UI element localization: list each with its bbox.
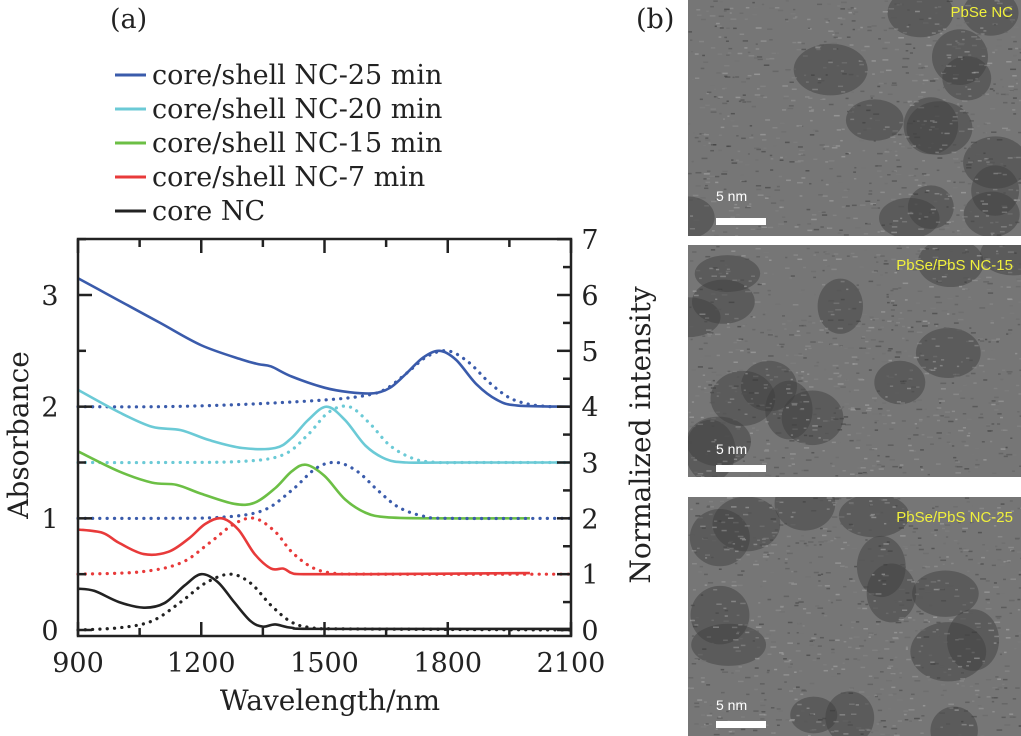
nanocrystal-particle xyxy=(874,360,926,405)
legend-label: core/shell NC-7 min xyxy=(152,162,425,193)
nanocrystal-particle xyxy=(790,696,838,734)
nanocrystal-particle xyxy=(765,380,813,440)
series-line-9 xyxy=(76,572,573,632)
nanocrystal-particle xyxy=(915,327,981,379)
legend-label: core/shell NC-15 min xyxy=(152,128,442,159)
tem-label: PbSe NC xyxy=(950,4,1013,21)
y2-tick-label: 2 xyxy=(581,504,598,535)
y2-axis-label: Normalized intensity xyxy=(624,286,657,583)
tem-label: PbSe/PbS NC-15 xyxy=(896,257,1013,274)
series-line-5 xyxy=(76,460,573,521)
nanocrystal-particle xyxy=(688,416,751,467)
scale-bar-label: 5 nm xyxy=(716,188,748,204)
scale-bar-label: 5 nm xyxy=(716,697,748,713)
nanocrystal-particle xyxy=(866,563,917,623)
nanocrystal-particle xyxy=(930,706,978,736)
scale-bar-label: 5 nm xyxy=(716,441,748,457)
x-tick-label: 1800 xyxy=(413,648,482,679)
nanocrystal-particle xyxy=(793,43,868,96)
y2-tick-label: 3 xyxy=(581,449,598,480)
nanocrystal-particle xyxy=(906,101,973,156)
nanocrystal-particle xyxy=(690,585,750,645)
y2-tick-label: 7 xyxy=(581,225,598,256)
tem-texture xyxy=(688,0,1021,236)
y-axis-label: Absorbance xyxy=(2,351,35,520)
series-line-3 xyxy=(76,404,573,465)
nanocrystal-particle xyxy=(912,570,979,617)
series-line-6 xyxy=(77,516,530,576)
y2-tick-label: 5 xyxy=(581,337,598,368)
legend-label: core/shell NC-20 min xyxy=(152,94,442,125)
scale-bar xyxy=(716,721,766,728)
nanocrystal-particle xyxy=(688,419,736,477)
plot-frame xyxy=(76,237,573,638)
scale-bar xyxy=(716,218,766,225)
series-line-0 xyxy=(77,277,572,408)
x-tick-label: 1500 xyxy=(290,648,359,679)
nanocrystal-particle xyxy=(917,245,984,288)
scale-bar xyxy=(716,465,766,472)
nanocrystal-particle xyxy=(887,0,954,38)
tem-image-pbse-pbs-25: PbSe/PbS NC-25 5 nm xyxy=(688,497,1021,736)
y-tick-label: 3 xyxy=(41,281,58,312)
panel-b-label: (b) xyxy=(636,4,675,35)
nanocrystal-particle xyxy=(774,497,836,531)
x-tick-label: 1200 xyxy=(167,648,236,679)
nanocrystal-particle xyxy=(688,297,721,338)
y-tick-label: 2 xyxy=(41,393,58,424)
x-axis-label: Wavelength/nm xyxy=(220,684,440,717)
series-line-1 xyxy=(76,349,553,409)
y2-tick-label: 0 xyxy=(581,616,598,647)
nanocrystal-particle xyxy=(740,360,798,412)
tem-image-pbse: PbSe NC 5 nm xyxy=(688,0,1021,236)
y2-tick-label: 1 xyxy=(581,560,598,591)
series-group xyxy=(76,277,573,632)
nanocrystal-particle xyxy=(963,191,1020,236)
y-tick-label: 1 xyxy=(41,504,58,535)
nanocrystal-particle xyxy=(691,623,767,666)
tem-image-pbse-pbs-15: PbSe/PbS NC-15 5 nm xyxy=(688,245,1021,477)
y2-tick-label: 6 xyxy=(581,281,598,312)
nanocrystal-particle xyxy=(710,370,776,426)
tem-texture xyxy=(688,245,1021,477)
nanocrystal-particle xyxy=(903,97,959,155)
nanocrystal-particle xyxy=(942,56,992,101)
nanocrystal-particle xyxy=(910,622,987,682)
series-line-2 xyxy=(77,388,571,465)
series-line-8 xyxy=(77,572,572,631)
x-tick-label: 900 xyxy=(52,648,104,679)
nanocrystal-particle xyxy=(825,691,875,736)
series-line-4 xyxy=(77,450,530,520)
legend-label: core NC xyxy=(152,196,265,227)
nanocrystal-particle xyxy=(962,0,1019,36)
y-tick-label: 0 xyxy=(41,616,58,647)
nanocrystal-particle xyxy=(856,535,906,598)
x-tick-label: 2100 xyxy=(537,648,606,679)
tem-texture xyxy=(688,497,1021,736)
y2-tick-label: 4 xyxy=(581,393,598,424)
nanocrystal-particle xyxy=(845,99,904,141)
nanocrystal-particle xyxy=(971,165,1020,216)
tem-label: PbSe/PbS NC-25 xyxy=(896,509,1013,526)
legend-label: core/shell NC-25 min xyxy=(152,60,442,91)
series-line-7 xyxy=(76,516,573,576)
nanocrystal-particle xyxy=(692,279,755,324)
panel-a-label: (a) xyxy=(110,4,148,35)
